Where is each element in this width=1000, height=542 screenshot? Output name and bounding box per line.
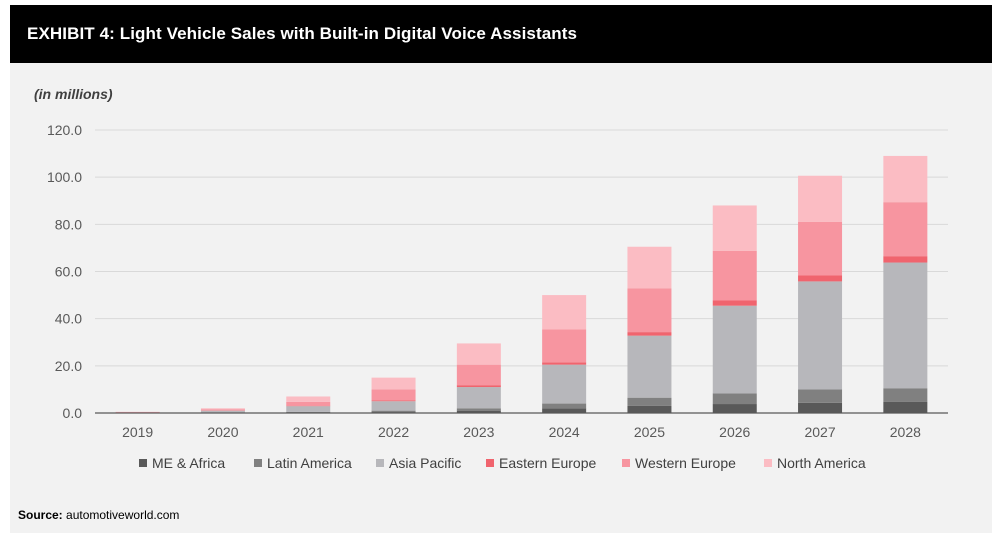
bar-segment-latin-america <box>883 388 928 402</box>
x-tick-label: 2025 <box>634 424 665 440</box>
bar-segment-me-africa <box>456 410 501 413</box>
x-tick-label: 2023 <box>463 424 494 440</box>
legend-swatch <box>764 459 772 467</box>
exhibit-header: EXHIBIT 4: Light Vehicle Sales with Buil… <box>10 5 992 63</box>
x-tick-label: 2020 <box>207 424 238 440</box>
chart-title: EXHIBIT 4: Light Vehicle Sales with Buil… <box>27 24 578 43</box>
chart-legend: ME & Africa Latin America Asia Pacific East… <box>0 455 1000 475</box>
bar-segment-latin-america <box>542 403 587 409</box>
legend-label: Latin America <box>267 455 352 471</box>
bar-segment-western-europe <box>371 389 416 401</box>
bar-segment-western-europe <box>542 329 587 363</box>
bar-segment-north-america <box>798 175 843 222</box>
bar-segment-asia-pacific <box>712 305 757 394</box>
legend-swatch <box>139 459 147 467</box>
legend-swatch <box>622 459 630 467</box>
legend-item: Asia Pacific <box>376 455 461 475</box>
bar-segment-north-america <box>627 246 672 289</box>
bar-segment-eastern-europe <box>883 256 928 263</box>
bar-segment-western-europe <box>456 364 501 386</box>
bar-segment-latin-america <box>456 408 501 411</box>
legend-item: ME & Africa <box>139 455 225 475</box>
bar-segment-eastern-europe <box>627 332 672 336</box>
x-tick-label: 2019 <box>122 424 153 440</box>
bar-segment-me-africa <box>627 405 672 413</box>
bar-segment-eastern-europe <box>712 300 757 306</box>
legend-swatch <box>254 459 262 467</box>
x-tick-label: 2028 <box>890 424 921 440</box>
x-tick-label: 2024 <box>549 424 580 440</box>
bar-segment-me-africa <box>712 404 757 413</box>
bar-segment-north-america <box>542 295 587 330</box>
legend-swatch <box>486 459 494 467</box>
bar-segment-north-america <box>200 408 245 410</box>
bar-segment-western-europe <box>798 221 843 276</box>
source-text: automotiveworld.com <box>66 508 180 522</box>
legend-item: North America <box>764 455 866 475</box>
bar-segment-eastern-europe <box>371 400 416 402</box>
bar-segment-north-america <box>712 205 757 251</box>
bar-segment-north-america <box>883 155 928 203</box>
bar-segment-asia-pacific <box>883 262 928 389</box>
bar-segment-western-europe <box>712 250 757 301</box>
legend-item: Western Europe <box>622 455 736 475</box>
legend-swatch <box>376 459 384 467</box>
units-label: (in millions) <box>34 86 113 102</box>
legend-label: Eastern Europe <box>499 455 597 471</box>
bar-segment-me-africa <box>798 402 843 413</box>
x-tick-label: 2027 <box>804 424 835 440</box>
bar-segment-eastern-europe <box>798 275 843 282</box>
bar-segment-latin-america <box>627 397 672 406</box>
bar-segment-western-europe <box>627 288 672 333</box>
bar-segment-eastern-europe <box>542 362 587 365</box>
y-tick-label: 120.0 <box>47 122 82 138</box>
bar-segment-me-africa <box>883 401 928 413</box>
bar-segment-western-europe <box>883 202 928 257</box>
bar-segment-western-europe <box>286 401 331 406</box>
bar-segment-north-america <box>456 343 501 365</box>
bar-segment-asia-pacific <box>542 364 587 404</box>
bar-segment-latin-america <box>371 410 416 413</box>
legend-label: Western Europe <box>635 455 736 471</box>
legend-label: North America <box>777 455 866 471</box>
bar-segment-latin-america <box>286 411 331 413</box>
bar-segment-me-africa <box>542 408 587 413</box>
y-tick-label: 100.0 <box>47 169 82 185</box>
bar-segment-asia-pacific <box>456 387 501 409</box>
x-tick-label: 2026 <box>719 424 750 440</box>
legend-label: Asia Pacific <box>389 455 462 471</box>
bar-segment-north-america <box>286 396 331 402</box>
y-tick-label: 60.0 <box>55 264 82 280</box>
bar-segment-asia-pacific <box>627 335 672 398</box>
bar-segment-latin-america <box>798 389 843 403</box>
y-tick-label: 80.0 <box>55 216 82 232</box>
bar-segment-north-america <box>371 377 416 390</box>
x-tick-label: 2022 <box>378 424 409 440</box>
legend-item: Eastern Europe <box>486 455 596 475</box>
y-tick-label: 20.0 <box>55 358 82 374</box>
y-tick-label: 0.0 <box>63 405 83 421</box>
legend-item: Latin America <box>254 455 352 475</box>
source-note: Source: automotiveworld.com <box>18 508 179 522</box>
bar-segment-western-europe <box>200 409 245 411</box>
legend-label: ME & Africa <box>152 455 226 471</box>
source-label: Source: <box>18 508 63 522</box>
bar-segment-latin-america <box>712 393 757 405</box>
bar-segment-asia-pacific <box>798 281 843 390</box>
y-tick-label: 40.0 <box>55 311 82 327</box>
x-tick-label: 2021 <box>293 424 324 440</box>
bar-segment-asia-pacific <box>371 401 416 411</box>
bar-segment-eastern-europe <box>456 385 501 388</box>
bar-segment-asia-pacific <box>200 410 245 413</box>
bar-segment-asia-pacific <box>286 406 331 412</box>
